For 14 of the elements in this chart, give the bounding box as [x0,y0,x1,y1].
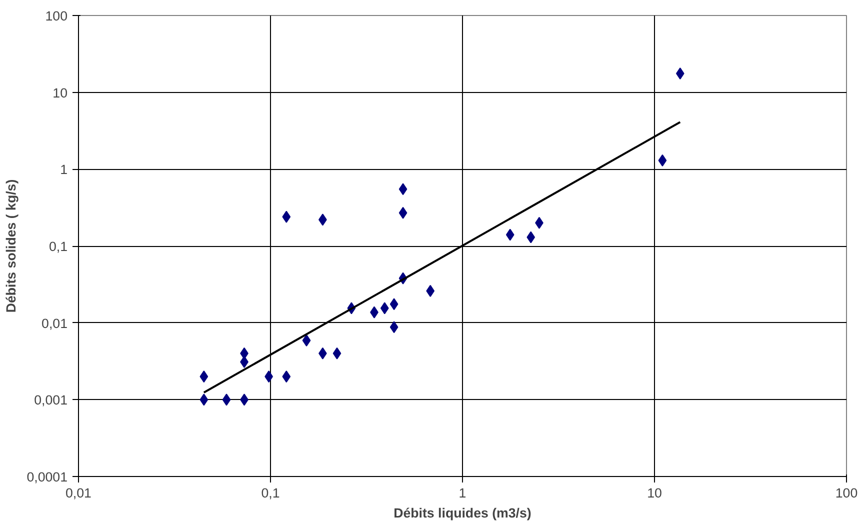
x-tick-label: 0,01 [66,486,92,500]
y-tick-label: 100 [45,8,68,24]
y-tick-label: 0,01 [42,316,68,331]
y-tick-label: 10 [52,85,68,100]
x-tick-label: 1 [458,486,466,500]
y-axis-title: Débits solides ( kg/s) [4,179,19,313]
y-tick-label: 0,1 [48,239,68,254]
x-axis-title: Débits liquides (m3/s) [394,506,532,520]
y-tick-label: 1 [60,162,68,178]
x-tick-label: 100 [835,486,858,500]
y-tick-label: 0,001 [34,392,68,408]
x-tick-label: 10 [647,486,662,500]
y-tick-label: 0,0001 [26,470,68,484]
x-tick-label: 0,1 [261,486,280,500]
